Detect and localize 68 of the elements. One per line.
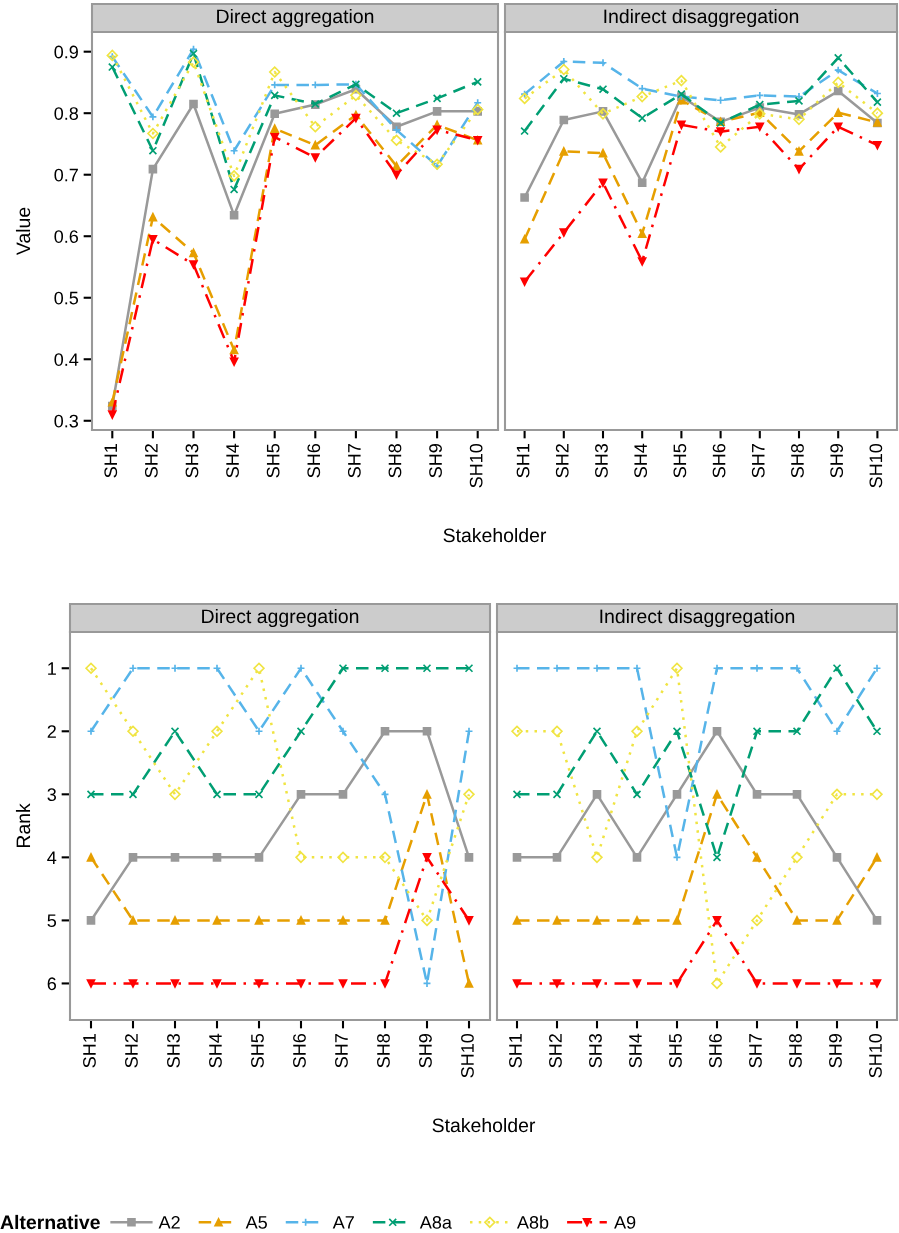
legend-label: A2 xyxy=(158,1216,180,1229)
x-tick-label: SH1 xyxy=(509,1034,522,1068)
chart-title: Direct aggregation xyxy=(202,608,359,628)
y-tick-label: 3 xyxy=(47,788,57,802)
x-tick-label: SH7 xyxy=(347,444,361,478)
x-tick-label: SH3 xyxy=(595,443,608,478)
x-axis-title: Stakeholder xyxy=(432,1117,536,1133)
x-tick-label: SH5 xyxy=(251,1033,264,1068)
x-tick-label: SH4 xyxy=(209,1033,222,1068)
x-tick-label: SH3 xyxy=(167,1033,180,1068)
x-tick-label: SH2 xyxy=(555,444,569,478)
x-tick-label: SH10 xyxy=(469,443,483,488)
x-tick-label: SH7 xyxy=(335,1034,348,1068)
y-tick-label: 0.6 xyxy=(54,230,79,243)
x-tick-label: SH6 xyxy=(293,1033,306,1068)
x-tick-label: SH3 xyxy=(589,1033,602,1068)
legend-label: A5 xyxy=(245,1216,267,1229)
y-tick-label: 4 xyxy=(47,851,57,864)
x-tick-label: SH7 xyxy=(749,1034,762,1068)
x-tick-label: SH10 xyxy=(461,1033,474,1078)
y-tick-label: 5 xyxy=(47,914,57,928)
legend-label: A9 xyxy=(614,1216,636,1229)
y-tick-label: 0.4 xyxy=(54,353,79,366)
x-axis-title: Stakeholder xyxy=(443,527,547,543)
x-tick-label: SH9 xyxy=(830,444,844,478)
x-tick-label: SH5 xyxy=(669,1033,682,1068)
y-axis-title: Rank xyxy=(15,803,31,848)
x-tick-label: SH9 xyxy=(429,444,442,478)
x-tick-label: SH4 xyxy=(226,443,239,478)
y-tick-label: 0.8 xyxy=(54,107,79,120)
x-tick-label: SH4 xyxy=(634,443,648,478)
chart-title: Indirect disaggregation xyxy=(600,608,795,628)
y-tick-label: 0.3 xyxy=(54,414,79,428)
y-tick-label: 2 xyxy=(47,725,56,738)
chart-title: Direct aggregation xyxy=(217,8,374,28)
y-tick-label: 1 xyxy=(48,662,56,675)
x-tick-label: SH6 xyxy=(709,1033,722,1068)
x-tick-label: SH7 xyxy=(751,444,765,478)
legend-label: A8b xyxy=(516,1215,549,1229)
x-tick-label: SH5 xyxy=(673,443,687,478)
x-tick-label: SH2 xyxy=(549,1034,562,1068)
x-tick-label: SH4 xyxy=(629,1033,642,1068)
x-tick-label: SH1 xyxy=(516,444,530,478)
legend-label: A7 xyxy=(332,1216,354,1229)
y-tick-label: 0.9 xyxy=(54,45,78,59)
legend-label: A8a xyxy=(419,1216,452,1229)
x-tick-label: SH8 xyxy=(388,443,402,478)
x-tick-label: SH2 xyxy=(125,1034,138,1068)
x-tick-label: SH9 xyxy=(419,1034,432,1068)
x-tick-label: SH1 xyxy=(104,444,118,478)
x-tick-label: SH9 xyxy=(829,1034,842,1068)
chart-title: Indirect disaggregation xyxy=(604,8,799,28)
x-tick-label: SH8 xyxy=(377,1033,390,1068)
y-tick-label: 0.7 xyxy=(54,168,78,182)
x-tick-label: SH1 xyxy=(83,1034,96,1068)
x-tick-label: SH10 xyxy=(869,443,883,488)
x-tick-label: SH8 xyxy=(791,443,804,478)
x-tick-label: SH10 xyxy=(869,1033,882,1078)
x-tick-label: SH8 xyxy=(789,1033,802,1068)
x-tick-label: SH6 xyxy=(712,443,726,478)
x-tick-label: SH6 xyxy=(307,443,321,478)
y-axis-title: Value xyxy=(15,207,31,256)
y-tick-label: 0.5 xyxy=(54,291,79,305)
legend-title: Alternative xyxy=(0,1214,100,1230)
x-tick-label: SH5 xyxy=(266,443,280,478)
x-tick-label: SH2 xyxy=(144,444,158,478)
y-tick-label: 6 xyxy=(47,977,57,991)
x-tick-label: SH3 xyxy=(185,443,199,478)
